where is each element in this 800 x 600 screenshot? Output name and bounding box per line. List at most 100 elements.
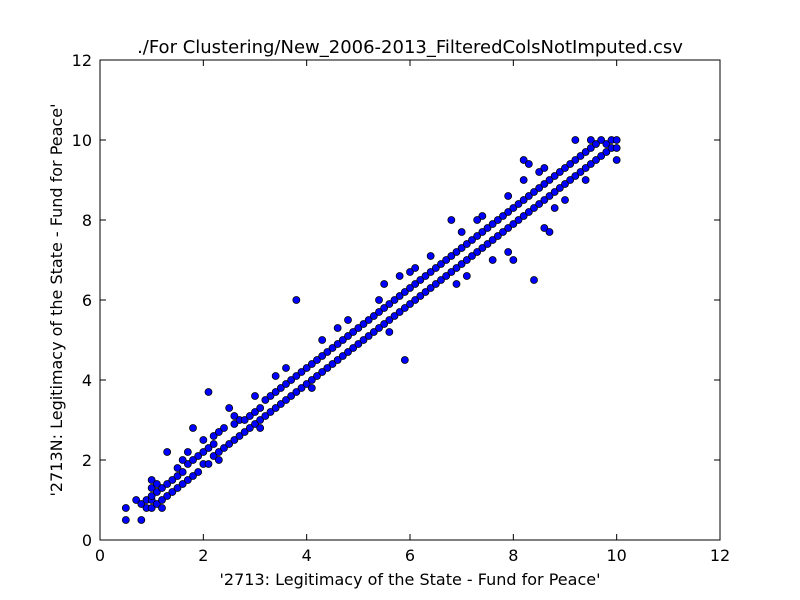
scatter-point — [597, 152, 606, 160]
scatter-point — [307, 360, 316, 368]
scatter-point — [349, 328, 358, 336]
scatter-point — [550, 172, 559, 180]
scatter-point — [287, 376, 296, 384]
scatter-point — [251, 392, 259, 400]
scatter-point — [493, 232, 502, 240]
scatter-point — [509, 204, 518, 212]
x-tick-label: 6 — [405, 546, 415, 565]
scatter-point — [261, 396, 270, 404]
scatter-point — [524, 160, 533, 168]
scatter-point — [442, 272, 451, 280]
scatter-point — [328, 360, 337, 368]
scatter-point — [473, 216, 482, 224]
scatter-point — [158, 484, 166, 492]
scatter-point — [344, 348, 352, 356]
scatter-point — [152, 500, 161, 508]
scatter-point — [540, 164, 549, 172]
scatter-point — [545, 228, 554, 236]
scatter-point — [400, 304, 409, 312]
scatter-point — [121, 504, 130, 512]
scatter-point — [292, 388, 301, 396]
scatter-point — [220, 424, 228, 432]
scatter-point — [261, 412, 270, 420]
scatter-point — [468, 252, 476, 260]
scatter-point — [612, 156, 621, 164]
scatter-point — [318, 368, 327, 376]
scatter-point — [344, 332, 352, 340]
scatter-point — [380, 304, 389, 312]
scatter-point — [535, 200, 544, 208]
scatter-point — [276, 400, 285, 408]
axis-ticks: 0 2 4 6 8 10 12 0 2 4 6 8 10 12 — [72, 51, 731, 565]
scatter-point — [354, 340, 363, 348]
scatter-point — [147, 476, 156, 484]
scatter-point — [204, 460, 213, 468]
scatter-point — [323, 348, 332, 356]
scatter-point — [431, 264, 440, 272]
scatter-point — [452, 280, 461, 288]
scatter-point — [168, 476, 177, 484]
scatter-point — [426, 268, 435, 276]
scatter-point — [152, 488, 161, 496]
scatter-point — [576, 168, 585, 176]
scatter-point — [189, 456, 197, 464]
scatter-point — [173, 472, 182, 480]
scatter-point — [426, 252, 435, 260]
scatter-point — [400, 356, 409, 364]
scatter-point — [395, 272, 404, 280]
scatter-point — [530, 204, 538, 212]
scatter-point — [421, 288, 430, 296]
scatter-point — [189, 472, 197, 480]
scatter-point — [612, 136, 621, 144]
scatter-point — [235, 432, 244, 440]
scatter-point — [566, 160, 575, 168]
scatter-point — [178, 456, 187, 464]
scatter-point — [385, 300, 394, 308]
scatter-point — [199, 436, 208, 444]
scatter-point — [493, 216, 502, 224]
scatter-point — [581, 176, 590, 184]
x-tick-label: 10 — [606, 546, 626, 565]
scatter-point — [271, 404, 280, 412]
scatter-point — [524, 208, 533, 216]
scatter-point — [209, 432, 218, 440]
scatter-point — [478, 228, 487, 236]
scatter-point — [338, 352, 347, 360]
scatter-point — [540, 224, 549, 232]
scatter-point — [364, 332, 373, 340]
scatter-point — [225, 404, 234, 412]
scatter-point — [271, 372, 280, 380]
scatter-point — [504, 208, 513, 216]
scatter-point — [137, 516, 146, 524]
x-tick-label: 12 — [710, 546, 730, 565]
scatter-point — [302, 380, 311, 388]
scatter-point — [447, 268, 456, 276]
scatter-point — [137, 500, 146, 508]
scatter-point — [230, 420, 239, 428]
scatter-point — [251, 408, 259, 416]
scatter-point — [385, 328, 394, 336]
scatter-point — [230, 436, 239, 444]
scatter-point — [323, 364, 332, 372]
scatter-point — [307, 384, 316, 392]
scatter-point — [313, 372, 321, 380]
scatter-point — [535, 168, 544, 176]
scatter-point — [147, 484, 156, 492]
scatter-point — [431, 280, 440, 288]
scatter-point — [457, 228, 466, 236]
scatter-point — [271, 388, 280, 396]
scatter-point — [375, 324, 383, 332]
scatter-point — [199, 448, 208, 456]
scatter-point — [452, 264, 461, 272]
y-tick-label: 2 — [82, 451, 92, 470]
scatter-point — [178, 468, 187, 476]
scatter-point — [411, 296, 420, 304]
scatter-point — [297, 384, 306, 392]
scatter-point — [499, 228, 507, 236]
scatter-point — [395, 308, 404, 316]
scatter-point — [540, 196, 549, 204]
scatter-point — [390, 296, 399, 304]
scatter-point — [333, 324, 342, 332]
scatter-point — [297, 368, 306, 376]
